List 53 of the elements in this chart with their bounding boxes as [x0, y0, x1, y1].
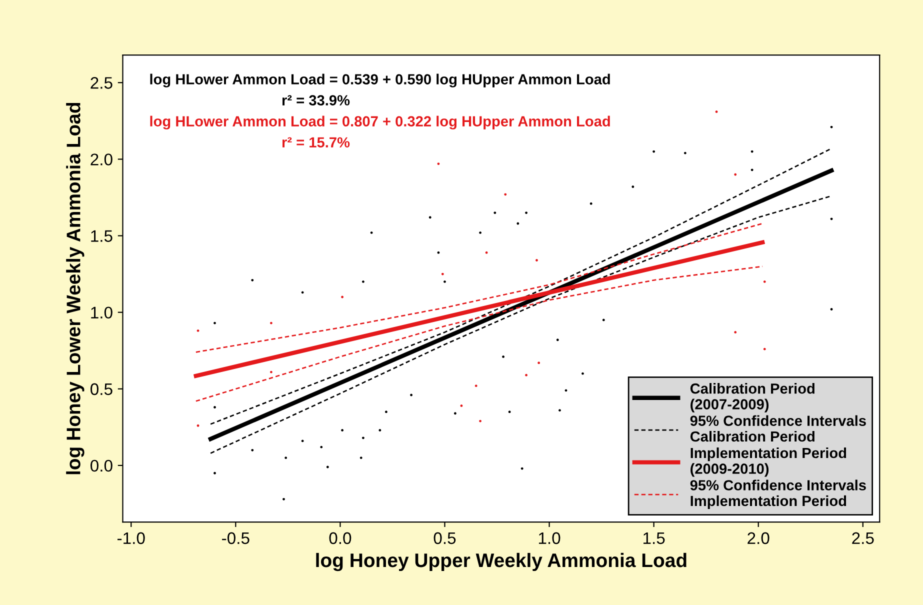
x-tick-label: 2.0 — [748, 532, 770, 544]
point — [556, 338, 559, 342]
point — [362, 436, 364, 440]
point — [602, 318, 605, 322]
legend-label: Calibration Period (2007-2009) — [690, 383, 814, 412]
point — [428, 216, 432, 219]
point — [684, 152, 686, 154]
y-tick-label: 0.5 — [90, 383, 112, 396]
point — [384, 410, 388, 414]
point — [750, 168, 754, 172]
point — [437, 251, 440, 254]
y-axis-title: log Honey Lower Weekly Ammonia Load — [66, 102, 84, 474]
point — [508, 410, 511, 414]
point — [538, 362, 540, 364]
annotation: log HLower Ammon Load = 0.807 + 0.322 log HUpper Ammon Load — [150, 116, 610, 130]
point — [370, 231, 373, 234]
x-tick-label: 0.5 — [434, 532, 456, 544]
legend-label: 95% Confidence Intervals Calibration Period — [690, 415, 866, 442]
point — [251, 278, 254, 282]
annotation: r² = 15.7% — [282, 137, 350, 148]
y-tick-label: 0.0 — [90, 460, 112, 472]
point — [251, 448, 254, 452]
point — [196, 424, 200, 427]
x-tick-label: 1.5 — [644, 532, 665, 544]
point — [362, 280, 364, 283]
point — [301, 291, 304, 294]
y-tick-label: 2.5 — [90, 77, 112, 89]
x-tick-label: 0.0 — [329, 532, 352, 544]
legend-label: 95% Confidence Intervals Implementation Period — [690, 480, 866, 509]
y-tick-label: 2.0 — [90, 154, 112, 166]
annotation: r² = 33.9% — [282, 95, 350, 106]
point — [474, 384, 478, 388]
annotation: log HLower Ammon Load = 0.539 + 0.590 log HUpper Ammon Load — [150, 74, 610, 88]
legend-label: Implementation Period (2009-2010) — [690, 447, 846, 477]
point — [504, 193, 507, 196]
point — [454, 412, 456, 415]
x-tick-label: 2.5 — [852, 532, 874, 544]
point — [830, 218, 833, 220]
point — [485, 251, 488, 254]
x-tick-label: -0.5 — [222, 532, 250, 544]
y-tick-label: 1.5 — [91, 230, 112, 242]
point — [326, 466, 329, 468]
line-series — [195, 222, 764, 353]
point — [763, 348, 766, 350]
x-axis-title: log Honey Upper Weekly Ammonia Load — [316, 552, 686, 572]
point — [734, 173, 737, 176]
point — [320, 446, 323, 448]
point — [590, 202, 592, 205]
point — [441, 272, 444, 276]
point — [763, 280, 766, 283]
x-tick-label: 1.0 — [538, 532, 560, 544]
x-tick-label: -1.0 — [118, 532, 145, 544]
y-tick-label: 1.0 — [91, 306, 112, 319]
